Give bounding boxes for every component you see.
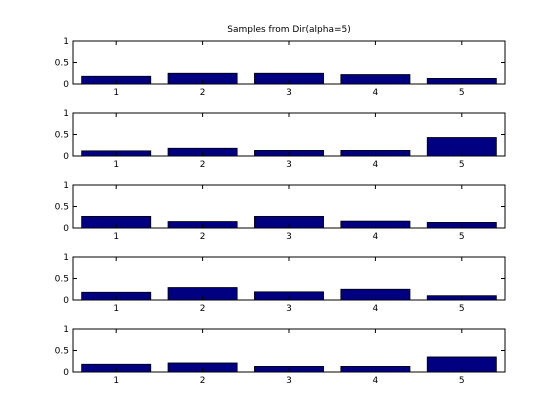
y-tick-label: 1 bbox=[63, 253, 69, 263]
x-tick-label: 3 bbox=[286, 376, 292, 386]
subplot-2: 1 2 3 4 5 0 0.5 1 bbox=[55, 109, 506, 170]
x-tick-label: 3 bbox=[286, 160, 292, 170]
y-tick-label: 0 bbox=[63, 296, 69, 306]
subplot-3: 1 2 3 4 5 0 0.5 1 bbox=[55, 181, 506, 242]
subplot-5: 1 2 3 4 5 0 0.5 1 bbox=[55, 325, 506, 386]
y-tick-label: 0.5 bbox=[55, 347, 69, 357]
y-tick-label: 0.5 bbox=[55, 59, 69, 69]
x-tick-label: 5 bbox=[459, 232, 465, 242]
x-tick-label: 2 bbox=[200, 376, 206, 386]
x-tick-label: 3 bbox=[286, 88, 292, 98]
x-tick-label: 2 bbox=[200, 160, 206, 170]
x-tick-label: 5 bbox=[459, 160, 465, 170]
x-tick-label: 1 bbox=[113, 376, 119, 386]
x-tick-label: 2 bbox=[200, 304, 206, 314]
x-tick-label: 4 bbox=[373, 376, 379, 386]
y-tick-label: 1 bbox=[63, 109, 69, 119]
y-tick-label: 0 bbox=[63, 368, 69, 378]
x-tick-label: 1 bbox=[113, 160, 119, 170]
y-tick-label: 0.5 bbox=[55, 275, 69, 285]
x-tick-label: 5 bbox=[459, 88, 465, 98]
x-tick-label: 1 bbox=[113, 88, 119, 98]
x-tick-label: 5 bbox=[459, 376, 465, 386]
x-tick-label: 1 bbox=[113, 232, 119, 242]
x-tick-label: 4 bbox=[373, 232, 379, 242]
x-tick-label: 4 bbox=[373, 304, 379, 314]
y-tick-label: 0.5 bbox=[55, 131, 69, 141]
x-tick-label: 2 bbox=[200, 88, 206, 98]
chart-title: Samples from Dir(alpha=5) bbox=[227, 25, 350, 35]
y-tick-label: 0 bbox=[63, 152, 69, 162]
y-tick-label: 0.5 bbox=[55, 203, 69, 213]
x-tick-label: 2 bbox=[200, 232, 206, 242]
x-tick-label: 1 bbox=[113, 304, 119, 314]
y-tick-label: 0 bbox=[63, 224, 69, 234]
y-tick-label: 1 bbox=[63, 181, 69, 191]
subplot-4: 1 2 3 4 5 0 0.5 1 bbox=[55, 253, 506, 314]
subplot-1: 1 2 3 4 5 0 0.5 1 bbox=[55, 37, 506, 98]
y-tick-label: 1 bbox=[63, 37, 69, 47]
x-tick-label: 3 bbox=[286, 304, 292, 314]
x-tick-label: 5 bbox=[459, 304, 465, 314]
y-tick-label: 0 bbox=[63, 80, 69, 90]
x-tick-label: 3 bbox=[286, 232, 292, 242]
x-tick-label: 4 bbox=[373, 160, 379, 170]
y-tick-label: 1 bbox=[63, 325, 69, 335]
x-tick-label: 4 bbox=[373, 88, 379, 98]
